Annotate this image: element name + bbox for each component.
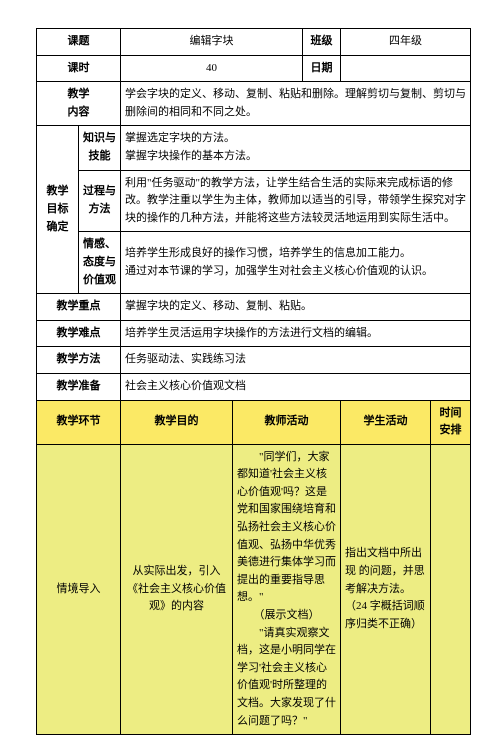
- text-neirong: 学会字块的定义、移动、复制、粘贴和删除。理解剪切与复制、剪切与删除间的相同和不同…: [121, 82, 471, 126]
- hdr-xuesheng: 学生活动: [341, 400, 431, 444]
- body-huanjie: 情境导入: [37, 444, 121, 735]
- text-zhunbei: 社会主义核心价值观文档: [121, 373, 471, 400]
- value-riqi: [341, 55, 471, 82]
- lesson-plan-table: 课题 编辑字块 班级 四年级 课时 40 日期 教学 内容 学会字块的定义、移动…: [36, 28, 471, 735]
- label-fangfa: 教学方法: [37, 347, 121, 374]
- value-banji: 四年级: [341, 29, 471, 56]
- hdr-huanjie: 教学环节: [37, 400, 121, 444]
- label-neirong: 教学 内容: [37, 82, 121, 126]
- hdr-shijian: 时间 安排: [431, 400, 471, 444]
- label-mubiao: 教学 目标 确定: [37, 126, 79, 294]
- body-xuesheng: 指出文档中所出现 的问题，并思考解决方法。 （24 字概括词顺序归类不正确）: [341, 444, 431, 735]
- label-qinggan: 情感、 态度与 价值观: [79, 232, 121, 294]
- text-guocheng: 利用"任务驱动"的教学方法，让学生结合生活的实际来完成标语的修改。教学注重以学生…: [121, 170, 471, 232]
- text-fangfa: 任务驱动法、实践练习法: [121, 347, 471, 374]
- label-zhishi: 知识与 技能: [79, 126, 121, 170]
- label-guocheng: 过程与 方法: [79, 170, 121, 232]
- body-shijian: [431, 444, 471, 735]
- value-keti: 编辑字块: [121, 29, 303, 56]
- text-qinggan: 培养学生形成良好的操作习惯，培养学生的信息加工能力。 通过对本节课的学习，加强学…: [121, 232, 471, 294]
- value-keshi: 40: [121, 55, 303, 82]
- body-jiaoshi: "同学们，大家都知道'社会主义核心价值观'吗？这是党和国家围绕培育和弘扬社会主义…: [233, 444, 341, 735]
- label-riqi: 日期: [303, 55, 341, 82]
- hdr-jiaoshi: 教师活动: [233, 400, 341, 444]
- label-keti: 课题: [37, 29, 121, 56]
- text-zhishi: 掌握选定字块的方法。 掌握字块操作的基本方法。: [121, 126, 471, 170]
- hdr-mudi: 教学目的: [121, 400, 233, 444]
- label-zhunbei: 教学准备: [37, 373, 121, 400]
- text-zhongdian: 掌握字块的定义、移动、复制、粘贴。: [121, 294, 471, 321]
- body-mudi: 从实际出发，引入《社会主义核心价值观》的内容: [121, 444, 233, 735]
- label-keshi: 课时: [37, 55, 121, 82]
- label-banji: 班级: [303, 29, 341, 56]
- label-nandian: 教学难点: [37, 320, 121, 347]
- text-nandian: 培养学生灵活运用字块操作的方法进行文档的编辑。: [121, 320, 471, 347]
- label-zhongdian: 教学重点: [37, 294, 121, 321]
